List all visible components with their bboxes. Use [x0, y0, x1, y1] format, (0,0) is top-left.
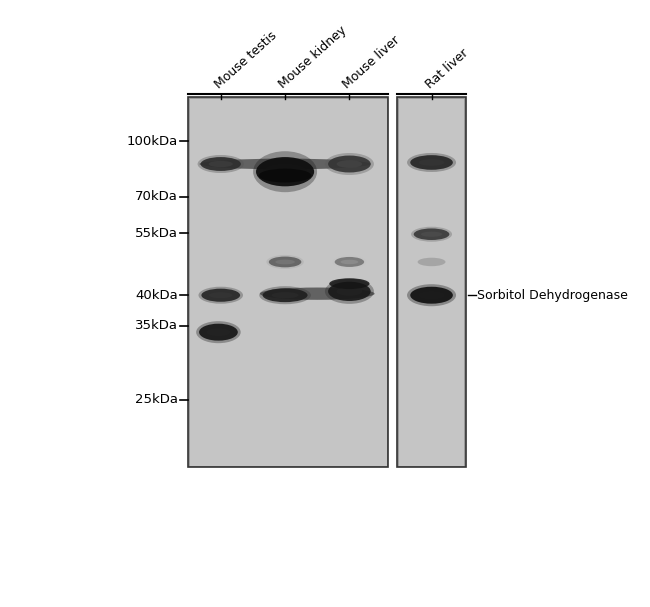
Ellipse shape — [325, 279, 374, 304]
Ellipse shape — [419, 291, 445, 299]
Ellipse shape — [410, 287, 453, 304]
Ellipse shape — [201, 157, 241, 171]
Ellipse shape — [335, 257, 364, 267]
Ellipse shape — [419, 159, 445, 166]
Ellipse shape — [259, 169, 311, 183]
Bar — [188, 98, 388, 467]
Ellipse shape — [325, 153, 374, 175]
Text: Mouse kidney: Mouse kidney — [276, 24, 349, 91]
Ellipse shape — [411, 227, 452, 242]
Bar — [399, 99, 464, 466]
Text: 70kDa: 70kDa — [135, 190, 178, 203]
Ellipse shape — [259, 287, 311, 304]
Ellipse shape — [413, 228, 449, 240]
Bar — [397, 98, 465, 467]
Ellipse shape — [198, 155, 244, 173]
Ellipse shape — [196, 321, 240, 343]
Ellipse shape — [199, 324, 238, 341]
Text: Sorbitol Dehydrogenase: Sorbitol Dehydrogenase — [477, 289, 628, 302]
Ellipse shape — [200, 158, 370, 169]
Ellipse shape — [421, 232, 442, 237]
Ellipse shape — [260, 288, 374, 300]
Ellipse shape — [328, 282, 370, 301]
Text: 100kDa: 100kDa — [127, 135, 178, 148]
Ellipse shape — [202, 289, 240, 302]
Ellipse shape — [263, 164, 307, 180]
Text: Mouse testis: Mouse testis — [212, 29, 279, 91]
Ellipse shape — [337, 160, 362, 168]
Ellipse shape — [253, 151, 317, 192]
Ellipse shape — [407, 153, 456, 172]
Ellipse shape — [269, 257, 302, 267]
Text: 25kDa: 25kDa — [135, 393, 178, 406]
Ellipse shape — [410, 155, 453, 170]
Ellipse shape — [209, 161, 233, 167]
Ellipse shape — [209, 293, 233, 298]
Ellipse shape — [272, 292, 298, 298]
Ellipse shape — [330, 278, 370, 289]
Ellipse shape — [256, 157, 314, 186]
Text: 40kDa: 40kDa — [135, 289, 178, 302]
Ellipse shape — [407, 284, 456, 306]
Bar — [190, 99, 387, 466]
Ellipse shape — [207, 328, 230, 336]
Ellipse shape — [198, 287, 243, 304]
Ellipse shape — [332, 256, 367, 268]
Text: 55kDa: 55kDa — [135, 227, 178, 240]
Ellipse shape — [328, 155, 370, 172]
Ellipse shape — [263, 288, 307, 302]
Ellipse shape — [276, 260, 295, 265]
Text: Rat liver: Rat liver — [423, 47, 471, 91]
Text: 35kDa: 35kDa — [135, 319, 178, 333]
Ellipse shape — [417, 258, 445, 266]
Ellipse shape — [266, 255, 304, 269]
Ellipse shape — [337, 287, 362, 296]
Text: Mouse liver: Mouse liver — [341, 33, 403, 91]
Ellipse shape — [341, 260, 358, 264]
